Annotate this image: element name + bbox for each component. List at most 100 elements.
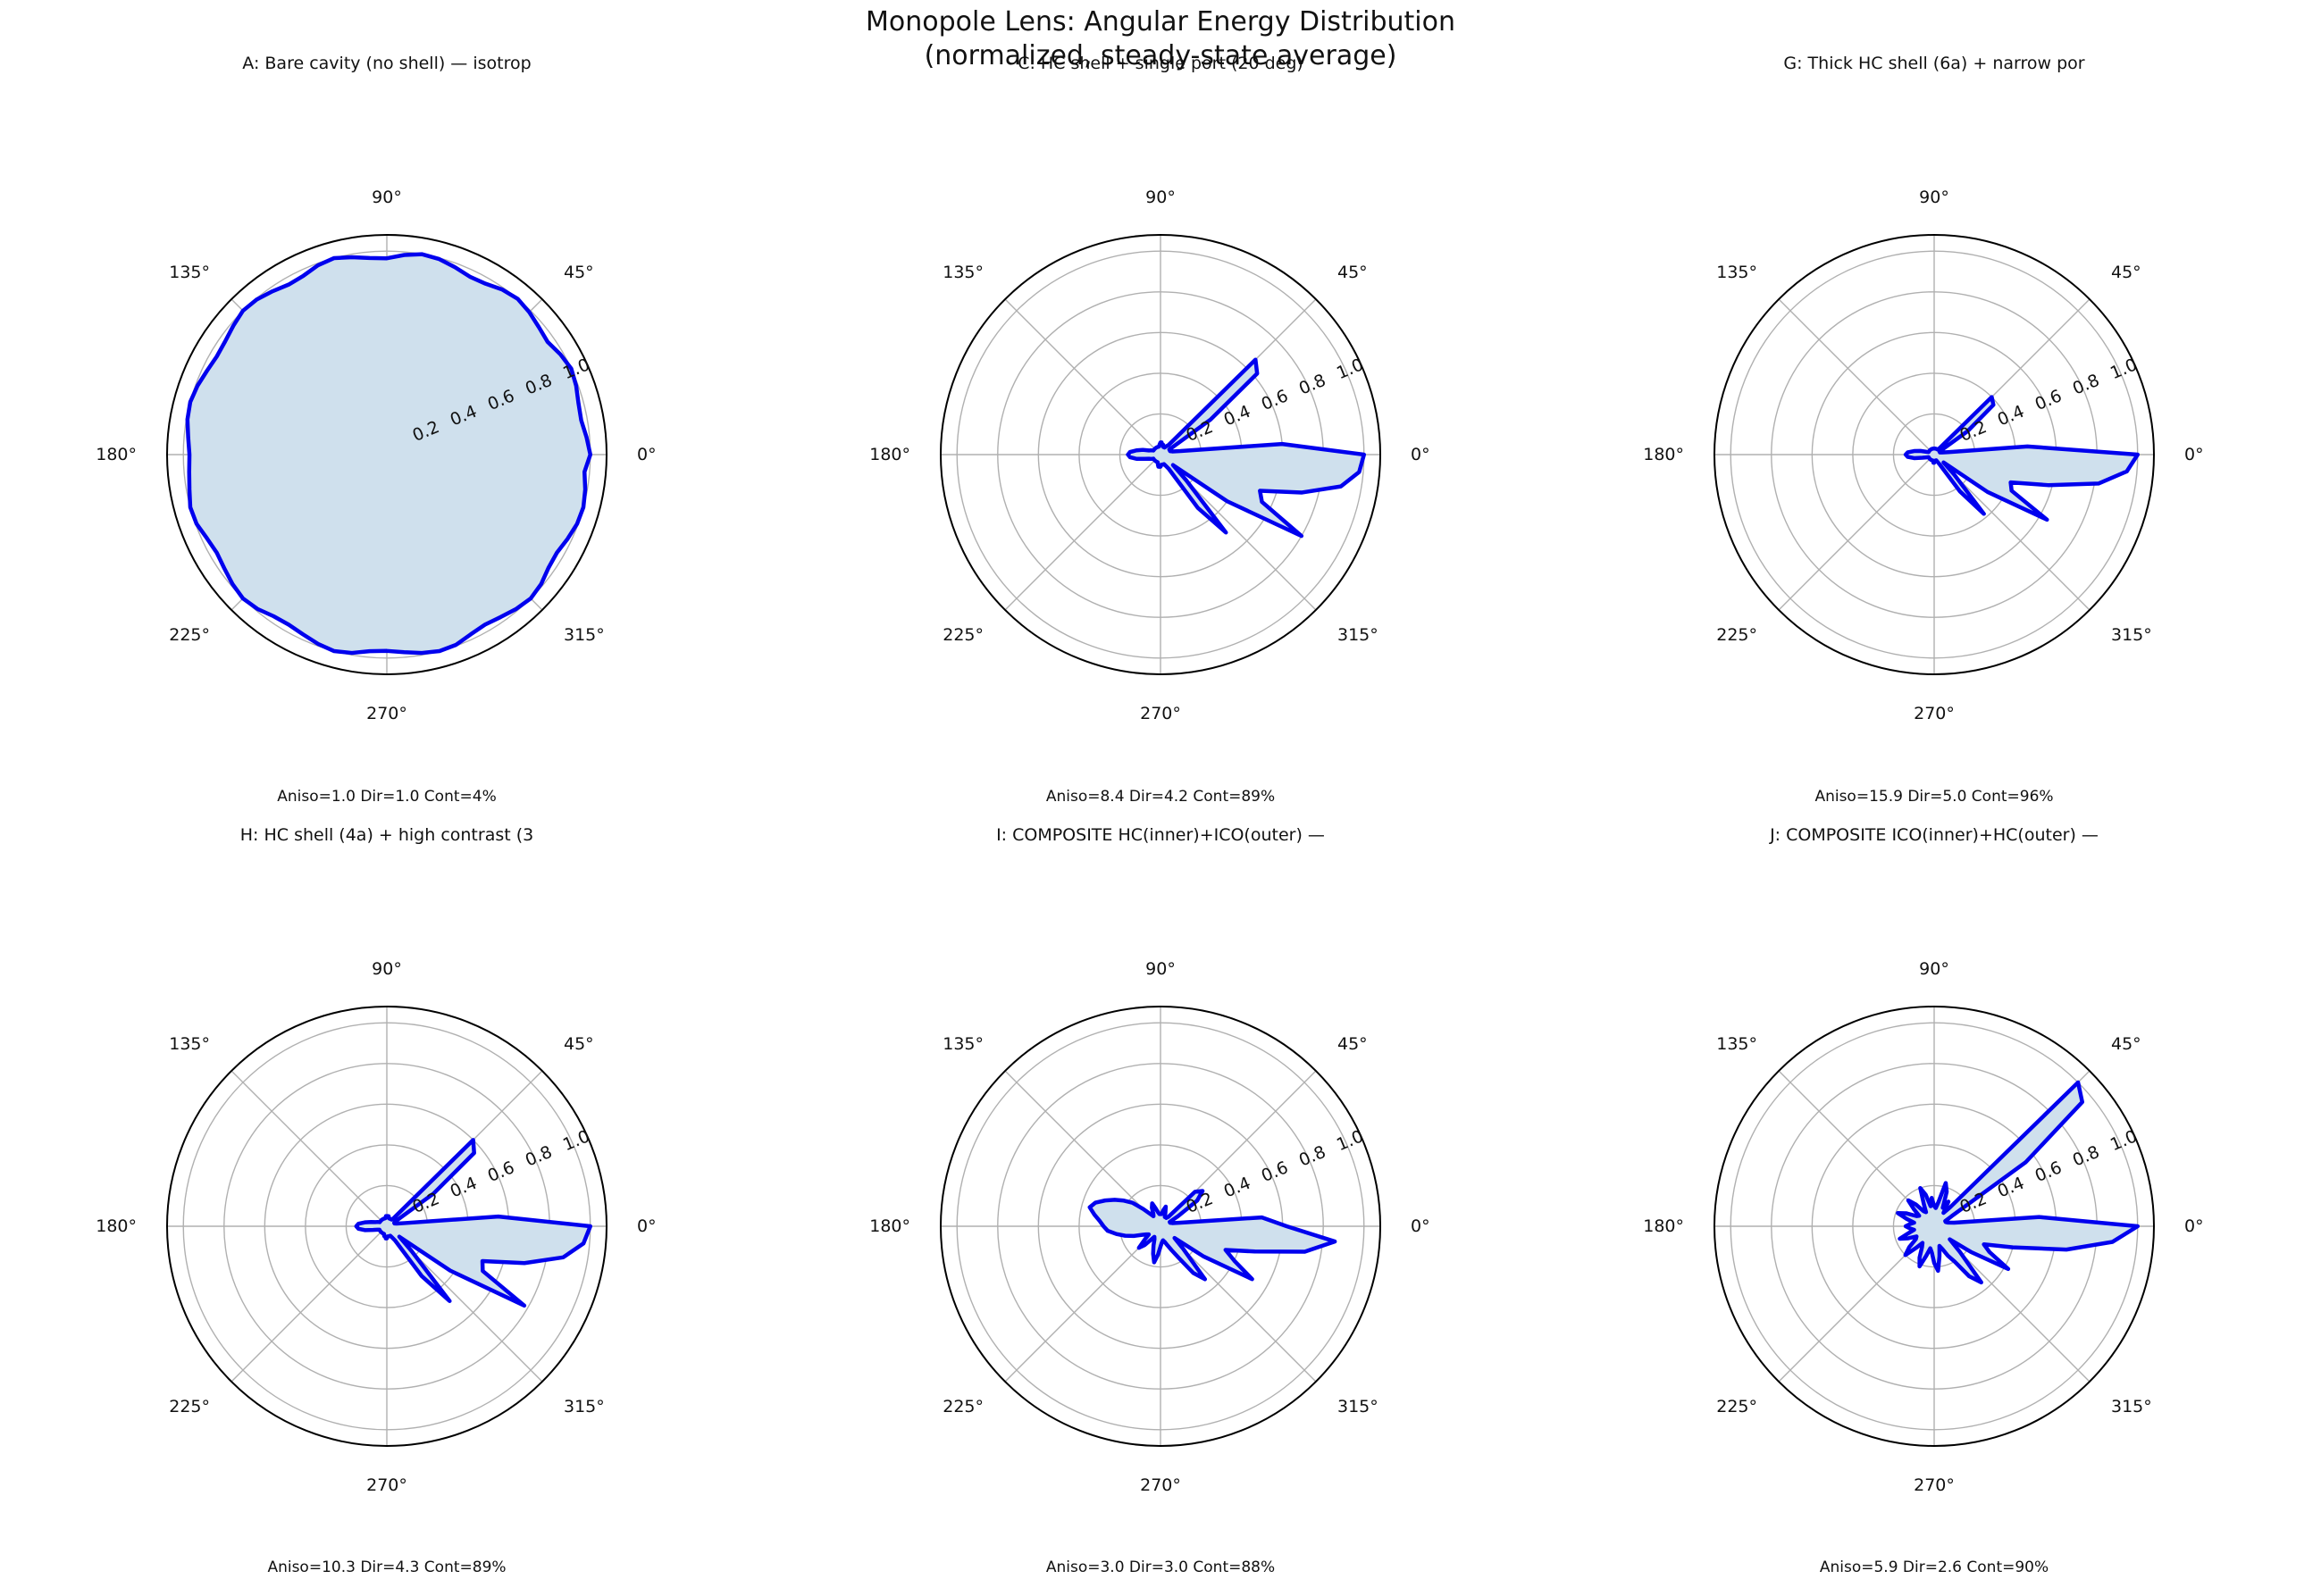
angular-tick-label: 225° <box>169 625 210 645</box>
panel-stats-A: Aniso=1.0 Dir=1.0 Cont=4% <box>277 787 497 806</box>
angular-tick-label: 315° <box>2111 1397 2152 1416</box>
angular-tick-label: 0° <box>637 1216 657 1236</box>
polar-spine <box>1714 1005 2155 1447</box>
angular-tick-label: 0° <box>2184 1216 2204 1236</box>
angular-tick-label: 45° <box>564 1034 594 1054</box>
radial-tick-label: 0.8 <box>2070 371 2102 399</box>
angular-tick-label: 45° <box>1337 263 1368 282</box>
panel-title-C: C: HC shell + single port (20 deg) <box>1018 54 1303 73</box>
panel-stats-G: Aniso=15.9 Dir=5.0 Cont=96% <box>1814 787 2054 806</box>
angular-tick-label: 315° <box>564 1397 605 1416</box>
angular-gridline <box>1004 1225 1161 1382</box>
polar-spine <box>166 234 607 676</box>
radial-tick-label: 0.2 <box>1957 417 1990 446</box>
angular-tick-label: 315° <box>1337 1397 1378 1416</box>
angular-tick-label: 135° <box>169 1034 210 1054</box>
series-fill <box>1898 1082 2138 1283</box>
angular-tick-label: 225° <box>943 1397 984 1416</box>
angular-tick-label: 180° <box>96 445 137 464</box>
polar-axes-H: 0° 45° 90° 135° 180° 225° 270° 315° 0.2 0.4 0.6 0.8… <box>96 940 673 1512</box>
angular-tick-label: 90° <box>1145 959 1176 979</box>
angular-tick-label: 0° <box>1411 1216 1430 1236</box>
angular-tick-label: 270° <box>366 704 407 723</box>
radial-tick-label: 0.6 <box>2032 386 2065 414</box>
angular-tick-label: 270° <box>1140 1475 1181 1495</box>
suptitle-line-1: Monopole Lens: Angular Energy Distributi… <box>865 6 1456 38</box>
radial-tick-label: 0.6 <box>485 1157 517 1186</box>
angular-gridline <box>1778 454 1935 611</box>
radial-tick-label: 1.0 <box>2107 1126 2140 1155</box>
angular-tick-label: 315° <box>564 625 605 645</box>
radial-tick-label: 1.0 <box>2107 355 2140 383</box>
angular-tick-label: 270° <box>1140 704 1181 723</box>
angular-tick-label: 90° <box>1919 188 1949 207</box>
panel-H: H: HC shell (4a) + high contrast (3 0° 45… <box>0 825 774 1596</box>
panel-G: G: Thick HC shell (6a) + narrow por 0° 45… <box>1547 54 2321 825</box>
panel-title-A: A: Bare cavity (no shell) — isotrop <box>242 54 532 73</box>
angular-tick-label: 45° <box>2111 263 2141 282</box>
series-line <box>185 252 593 656</box>
series-line <box>1087 1188 1337 1282</box>
angular-tick-label: 225° <box>1716 625 1757 645</box>
suptitle-line-2: (normalized, steady-state average) <box>924 40 1397 71</box>
radial-tick-label: 0.8 <box>1296 1141 1328 1170</box>
angular-tick-label: 45° <box>1337 1034 1368 1054</box>
angular-tick-label: 45° <box>2111 1034 2141 1054</box>
angular-gridline <box>1004 298 1161 455</box>
angular-tick-label: 45° <box>564 263 594 282</box>
angular-gridline <box>1778 298 1935 455</box>
series-line <box>1903 395 2141 522</box>
angular-tick-label: 225° <box>943 625 984 645</box>
series-line <box>1896 1080 2141 1284</box>
angular-tick-label: 135° <box>1716 263 1757 282</box>
radial-tick-label: 0.2 <box>1184 1189 1216 1217</box>
panel-I: I: COMPOSITE HC(inner)+ICO(outer) — 0° 45… <box>774 825 1547 1596</box>
figure-suptitle: Monopole Lens: Angular Energy Distributi… <box>0 0 2321 73</box>
panel-title-J: J: COMPOSITE ICO(inner)+HC(outer) — <box>1770 824 2099 845</box>
radial-tick-label: 0.6 <box>1259 1157 1291 1186</box>
polar-axes-I: 0° 45° 90° 135° 180° 225° 270° 315° 0.2 0.4 0.6 0.8… <box>869 940 1446 1512</box>
angular-tick-label: 135° <box>943 1034 984 1054</box>
angular-tick-label: 90° <box>1145 188 1176 207</box>
polar-spine <box>940 1005 1381 1447</box>
panel-A: A: Bare cavity (no shell) — isotrop 0° 45… <box>0 54 774 825</box>
angular-tick-label: 180° <box>96 1216 137 1236</box>
series-fill <box>187 254 591 654</box>
angular-tick-label: 0° <box>637 445 657 464</box>
angular-tick-label: 90° <box>372 959 402 979</box>
radial-tick-label: 0.8 <box>523 1141 555 1170</box>
angular-tick-label: 270° <box>1914 1475 1955 1495</box>
angular-gridline <box>230 1225 388 1382</box>
radial-tick-label: 1.0 <box>560 1126 592 1155</box>
polar-axes-J: 0° 45° 90° 135° 180° 225° 270° 315° 0.2 0.4 0.6 0.8… <box>1643 940 2220 1512</box>
polar-axes-A: 0° 45° 90° 135° 180° 225° 270° 315° 0.2 0.4 0.6 0.8… <box>96 169 673 740</box>
panel-title-H: H: HC shell (4a) + high contrast (3 <box>239 824 534 845</box>
panel-stats-J: Aniso=5.9 Dir=2.6 Cont=90% <box>1819 1558 2049 1576</box>
panel-title-G: G: Thick HC shell (6a) + narrow por <box>1783 54 2085 73</box>
angular-tick-label: 225° <box>1716 1397 1757 1416</box>
radial-tick-label: 0.8 <box>2070 1141 2102 1170</box>
angular-tick-label: 270° <box>1914 704 1955 723</box>
angular-gridline <box>230 1070 388 1227</box>
angular-tick-label: 180° <box>1643 1216 1684 1236</box>
angular-tick-label: 0° <box>2184 445 2204 464</box>
angular-gridline <box>1004 1070 1161 1227</box>
angular-tick-label: 225° <box>169 1397 210 1416</box>
polar-spine <box>1714 234 2155 676</box>
panel-stats-I: Aniso=3.0 Dir=3.0 Cont=88% <box>1045 1558 1276 1576</box>
panel-J: J: COMPOSITE ICO(inner)+HC(outer) — 0° 45… <box>1547 825 2321 1596</box>
series-fill <box>1089 1190 1336 1279</box>
panel-C: C: HC shell + single port (20 deg) 0° 45°… <box>774 54 1547 825</box>
radial-tick-label: 0.2 <box>410 1189 442 1217</box>
angular-tick-label: 135° <box>943 263 984 282</box>
radial-tick-label: 1.0 <box>1334 1126 1366 1155</box>
polar-axes-G: 0° 45° 90° 135° 180° 225° 270° 315° 0.2 0.4 0.6 0.8… <box>1643 169 2220 740</box>
polar-axes-C: 0° 45° 90° 135° 180° 225° 270° 315° 0.2 0.4 0.6 0.8… <box>869 169 1446 740</box>
radial-tick-label: 1.0 <box>1334 355 1366 383</box>
series-line <box>354 1137 593 1308</box>
angular-tick-label: 90° <box>1919 959 1949 979</box>
radial-tick-label: 0.6 <box>2032 1157 2065 1186</box>
polar-spine <box>940 234 1381 676</box>
radial-tick-label: 0.8 <box>1296 371 1328 399</box>
